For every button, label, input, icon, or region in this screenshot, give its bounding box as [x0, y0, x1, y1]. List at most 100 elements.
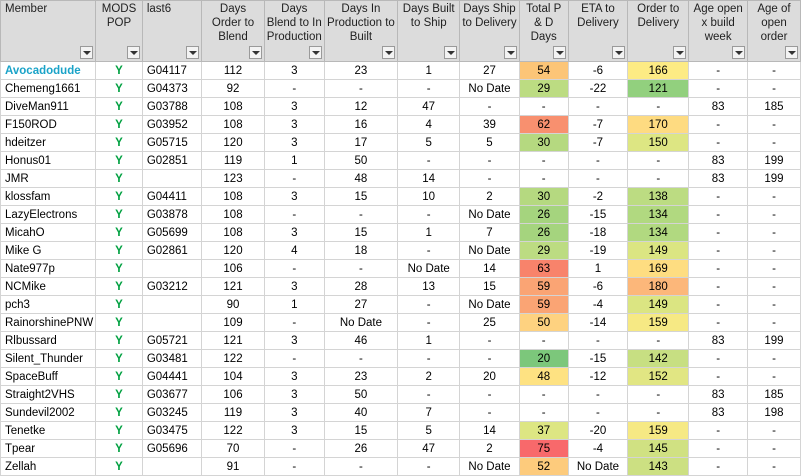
order-blend-cell[interactable]: 119 [201, 151, 265, 170]
age-order-cell[interactable]: - [746, 349, 801, 368]
age-order-cell[interactable]: - [746, 187, 801, 206]
order-blend-cell[interactable]: 122 [201, 349, 265, 368]
mods-cell[interactable]: Y [95, 223, 143, 242]
mods-cell[interactable]: Y [95, 439, 143, 458]
order-deliv-cell[interactable]: - [627, 385, 690, 404]
total-pd-cell[interactable]: - [518, 331, 569, 350]
built-ship-cell[interactable]: 13 [397, 277, 461, 296]
age-build-cell[interactable]: - [688, 79, 748, 98]
order-blend-cell[interactable]: 108 [201, 223, 265, 242]
last6-cell[interactable] [141, 259, 203, 278]
blend-prod-cell[interactable]: 3 [263, 277, 325, 296]
mods-cell[interactable]: Y [95, 187, 143, 206]
age-build-cell[interactable]: 83 [688, 97, 748, 116]
order-blend-cell[interactable]: 108 [201, 97, 265, 116]
order-deliv-cell[interactable]: 134 [627, 223, 690, 242]
order-deliv-cell[interactable]: 150 [627, 133, 690, 152]
col-blend-prod-header[interactable]: Days Blend to In Production [263, 0, 325, 62]
table-row[interactable]: DiveMan911 Y G03788 108 3 12 47- - - -83 185 [0, 97, 801, 116]
order-blend-cell[interactable]: 91 [201, 457, 265, 476]
age-order-cell[interactable]: - [746, 205, 801, 224]
member-cell[interactable]: Sundevil2002 [0, 403, 97, 422]
prod-built-cell[interactable]: No Date [323, 313, 399, 332]
member-cell[interactable]: Zellah [0, 457, 97, 476]
order-blend-cell[interactable]: 106 [201, 259, 265, 278]
built-ship-cell[interactable]: 1 [397, 331, 461, 350]
blend-prod-cell[interactable]: 3 [263, 133, 325, 152]
eta-cell[interactable]: - [567, 151, 629, 170]
member-cell[interactable]: Mike G [0, 241, 97, 260]
blend-prod-cell[interactable]: 3 [263, 115, 325, 134]
built-ship-cell[interactable]: - [397, 313, 461, 332]
order-deliv-cell[interactable]: 121 [627, 79, 690, 98]
table-row[interactable]: Nate977p Y 106- - No Date 14 63 1 169- - [0, 259, 801, 278]
last6-cell[interactable]: G05715 [141, 133, 203, 152]
last6-cell[interactable]: G04373 [141, 79, 203, 98]
age-build-cell[interactable]: - [688, 295, 748, 314]
member-cell[interactable]: Straight2VHS [0, 385, 97, 404]
age-build-cell[interactable]: - [688, 439, 748, 458]
filter-dropdown-icon[interactable] [382, 46, 396, 59]
built-ship-cell[interactable]: 47 [397, 97, 461, 116]
age-build-cell[interactable]: - [688, 223, 748, 242]
mods-cell[interactable]: Y [95, 133, 143, 152]
eta-cell[interactable]: -18 [567, 223, 629, 242]
blend-prod-cell[interactable]: - [263, 79, 325, 98]
prod-built-cell[interactable]: 12 [323, 97, 399, 116]
eta-cell[interactable]: -7 [567, 133, 629, 152]
last6-cell[interactable]: G03878 [141, 205, 203, 224]
age-order-cell[interactable]: - [746, 457, 801, 476]
age-build-cell[interactable]: 83 [688, 331, 748, 350]
total-pd-cell[interactable]: - [518, 97, 569, 116]
order-deliv-cell[interactable]: - [627, 331, 690, 350]
col-age-order-header[interactable]: Age of open order [746, 0, 801, 62]
member-cell[interactable]: MicahO [0, 223, 97, 242]
blend-prod-cell[interactable]: 4 [263, 241, 325, 260]
member-cell[interactable]: JMR [0, 169, 97, 188]
order-deliv-cell[interactable]: - [627, 97, 690, 116]
age-order-cell[interactable]: - [746, 115, 801, 134]
table-row[interactable]: Straight2VHS Y G03677 106 3 50- - - - -83 185 [0, 385, 801, 404]
age-build-cell[interactable]: - [688, 313, 748, 332]
total-pd-cell[interactable]: 30 [518, 133, 569, 152]
age-order-cell[interactable]: 199 [746, 151, 801, 170]
last6-cell[interactable] [141, 457, 203, 476]
blend-prod-cell[interactable]: - [263, 457, 325, 476]
ship-deliv-cell[interactable]: 7 [459, 223, 520, 242]
order-deliv-cell[interactable]: 180 [627, 277, 690, 296]
col-last6-header[interactable]: last6 [141, 0, 203, 62]
age-order-cell[interactable]: - [746, 439, 801, 458]
blend-prod-cell[interactable]: - [263, 169, 325, 188]
ship-deliv-cell[interactable]: - [459, 403, 520, 422]
prod-built-cell[interactable]: - [323, 349, 399, 368]
mods-cell[interactable]: Y [95, 349, 143, 368]
member-cell[interactable]: Tenetke [0, 421, 97, 440]
built-ship-cell[interactable]: - [397, 151, 461, 170]
col-member-header[interactable]: Member [0, 0, 97, 62]
age-build-cell[interactable]: - [688, 349, 748, 368]
prod-built-cell[interactable]: 46 [323, 331, 399, 350]
built-ship-cell[interactable]: 2 [397, 367, 461, 386]
total-pd-cell[interactable]: 62 [518, 115, 569, 134]
last6-cell[interactable] [141, 169, 203, 188]
filter-dropdown-icon[interactable] [731, 46, 745, 59]
mods-cell[interactable]: Y [95, 151, 143, 170]
built-ship-cell[interactable]: 14 [397, 169, 461, 188]
blend-prod-cell[interactable]: - [263, 313, 325, 332]
eta-cell[interactable]: -6 [567, 277, 629, 296]
last6-cell[interactable]: G05721 [141, 331, 203, 350]
ship-deliv-cell[interactable]: No Date [459, 295, 520, 314]
built-ship-cell[interactable]: - [397, 79, 461, 98]
eta-cell[interactable]: -20 [567, 421, 629, 440]
total-pd-cell[interactable]: 59 [518, 277, 569, 296]
order-deliv-cell[interactable]: 170 [627, 115, 690, 134]
built-ship-cell[interactable]: 7 [397, 403, 461, 422]
mods-cell[interactable]: Y [95, 61, 143, 80]
blend-prod-cell[interactable]: 1 [263, 151, 325, 170]
member-cell[interactable]: SpaceBuff [0, 367, 97, 386]
order-blend-cell[interactable]: 90 [201, 295, 265, 314]
blend-prod-cell[interactable]: 3 [263, 187, 325, 206]
prod-built-cell[interactable]: 18 [323, 241, 399, 260]
ship-deliv-cell[interactable]: No Date [459, 205, 520, 224]
eta-cell[interactable]: -22 [567, 79, 629, 98]
